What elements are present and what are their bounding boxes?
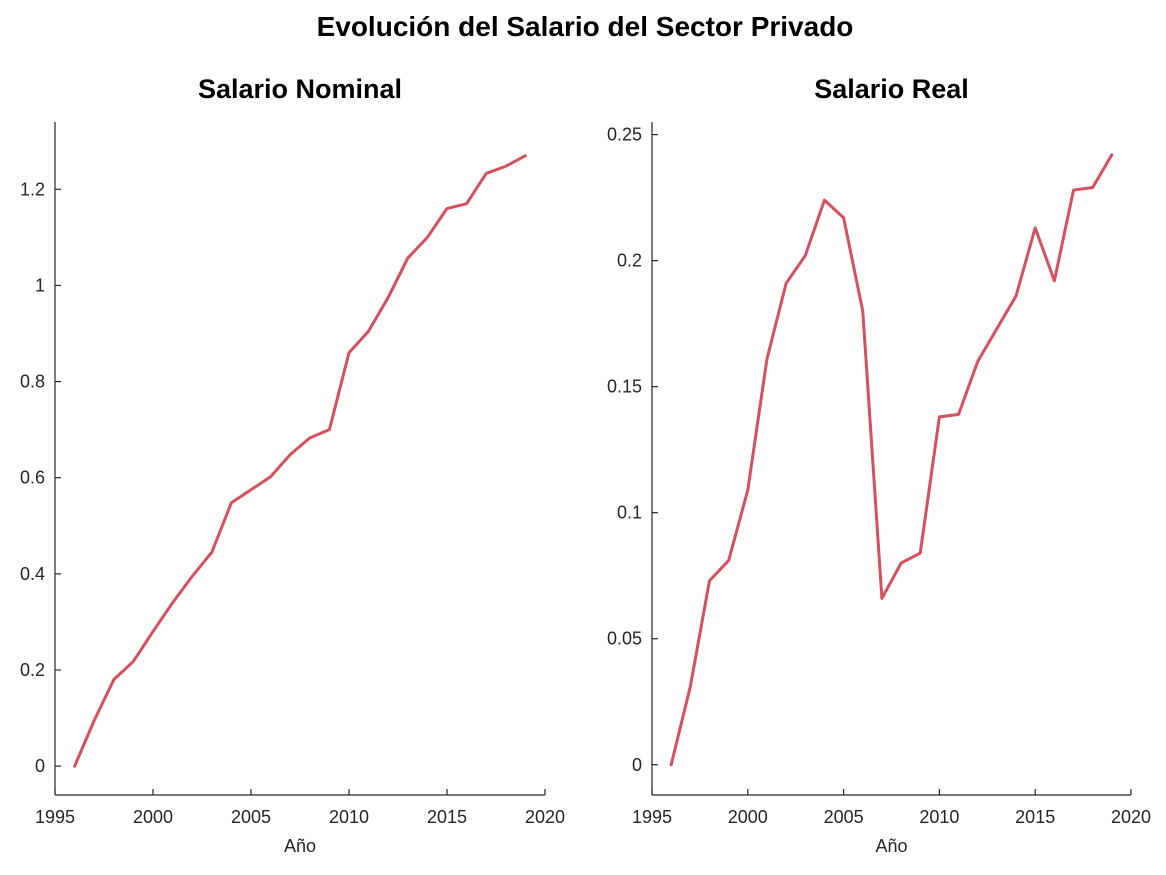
salario-real-series-line [669, 153, 1114, 767]
salario-nominal-x-tick-label: 2005 [231, 807, 271, 827]
figure-title: Evolución del Salario del Sector Privado [317, 11, 854, 42]
salario-nominal-y-tick-label: 0.2 [20, 660, 45, 680]
salario-real-y-tick-label: 0.1 [617, 503, 642, 523]
salario-nominal-y-tick-label: 0.8 [20, 372, 45, 392]
salario-nominal-x-tick-label: 2015 [427, 807, 467, 827]
salario-real-x-tick-label: 2020 [1111, 807, 1151, 827]
salario-nominal-y-tick-label: 1 [35, 275, 45, 295]
salario-real-x-axis-label: Año [875, 836, 907, 856]
salario-nominal-x-tick-label: 2020 [525, 807, 565, 827]
salario-nominal-x-tick-label: 1995 [35, 807, 75, 827]
salario-real-title: Salario Real [814, 74, 969, 104]
salario-nominal-y-tick-label: 0 [35, 756, 45, 776]
salario-real-x-tick-label: 1995 [632, 807, 672, 827]
salario-real-x-tick-label: 2005 [824, 807, 864, 827]
salario-real-x-tick-label: 2010 [919, 807, 959, 827]
salario-nominal-x-axis-label: Año [284, 836, 316, 856]
salario-nominal-y-tick-label: 1.2 [20, 179, 45, 199]
panel-salario-real: Salario Real 1995 2000 2005 2010 2015 2020 0 0.0… [607, 74, 1151, 856]
salario-nominal-y-tick-label: 0.4 [20, 564, 45, 584]
salario-nominal-x-tick-label: 2000 [133, 807, 173, 827]
salario-nominal-series-line [73, 154, 527, 768]
salario-real-y-tick-label: 0.25 [607, 125, 642, 145]
salario-real-y-tick-label: 0.2 [617, 251, 642, 271]
salario-real-x-tick-label: 2015 [1015, 807, 1055, 827]
salario-nominal-y-tick-label: 0.6 [20, 468, 45, 488]
panel-salario-nominal: Salario Nominal 1995 2000 2005 2010 2015 2020 0… [20, 74, 565, 856]
salario-real-y-tick-label: 0.15 [607, 377, 642, 397]
salario-nominal-title: Salario Nominal [198, 74, 402, 104]
salario-real-y-tick-label: 0.05 [607, 629, 642, 649]
salario-real-x-tick-label: 2000 [728, 807, 768, 827]
salario-real-y-tick-label: 0 [632, 755, 642, 775]
salario-nominal-x-tick-label: 2010 [329, 807, 369, 827]
